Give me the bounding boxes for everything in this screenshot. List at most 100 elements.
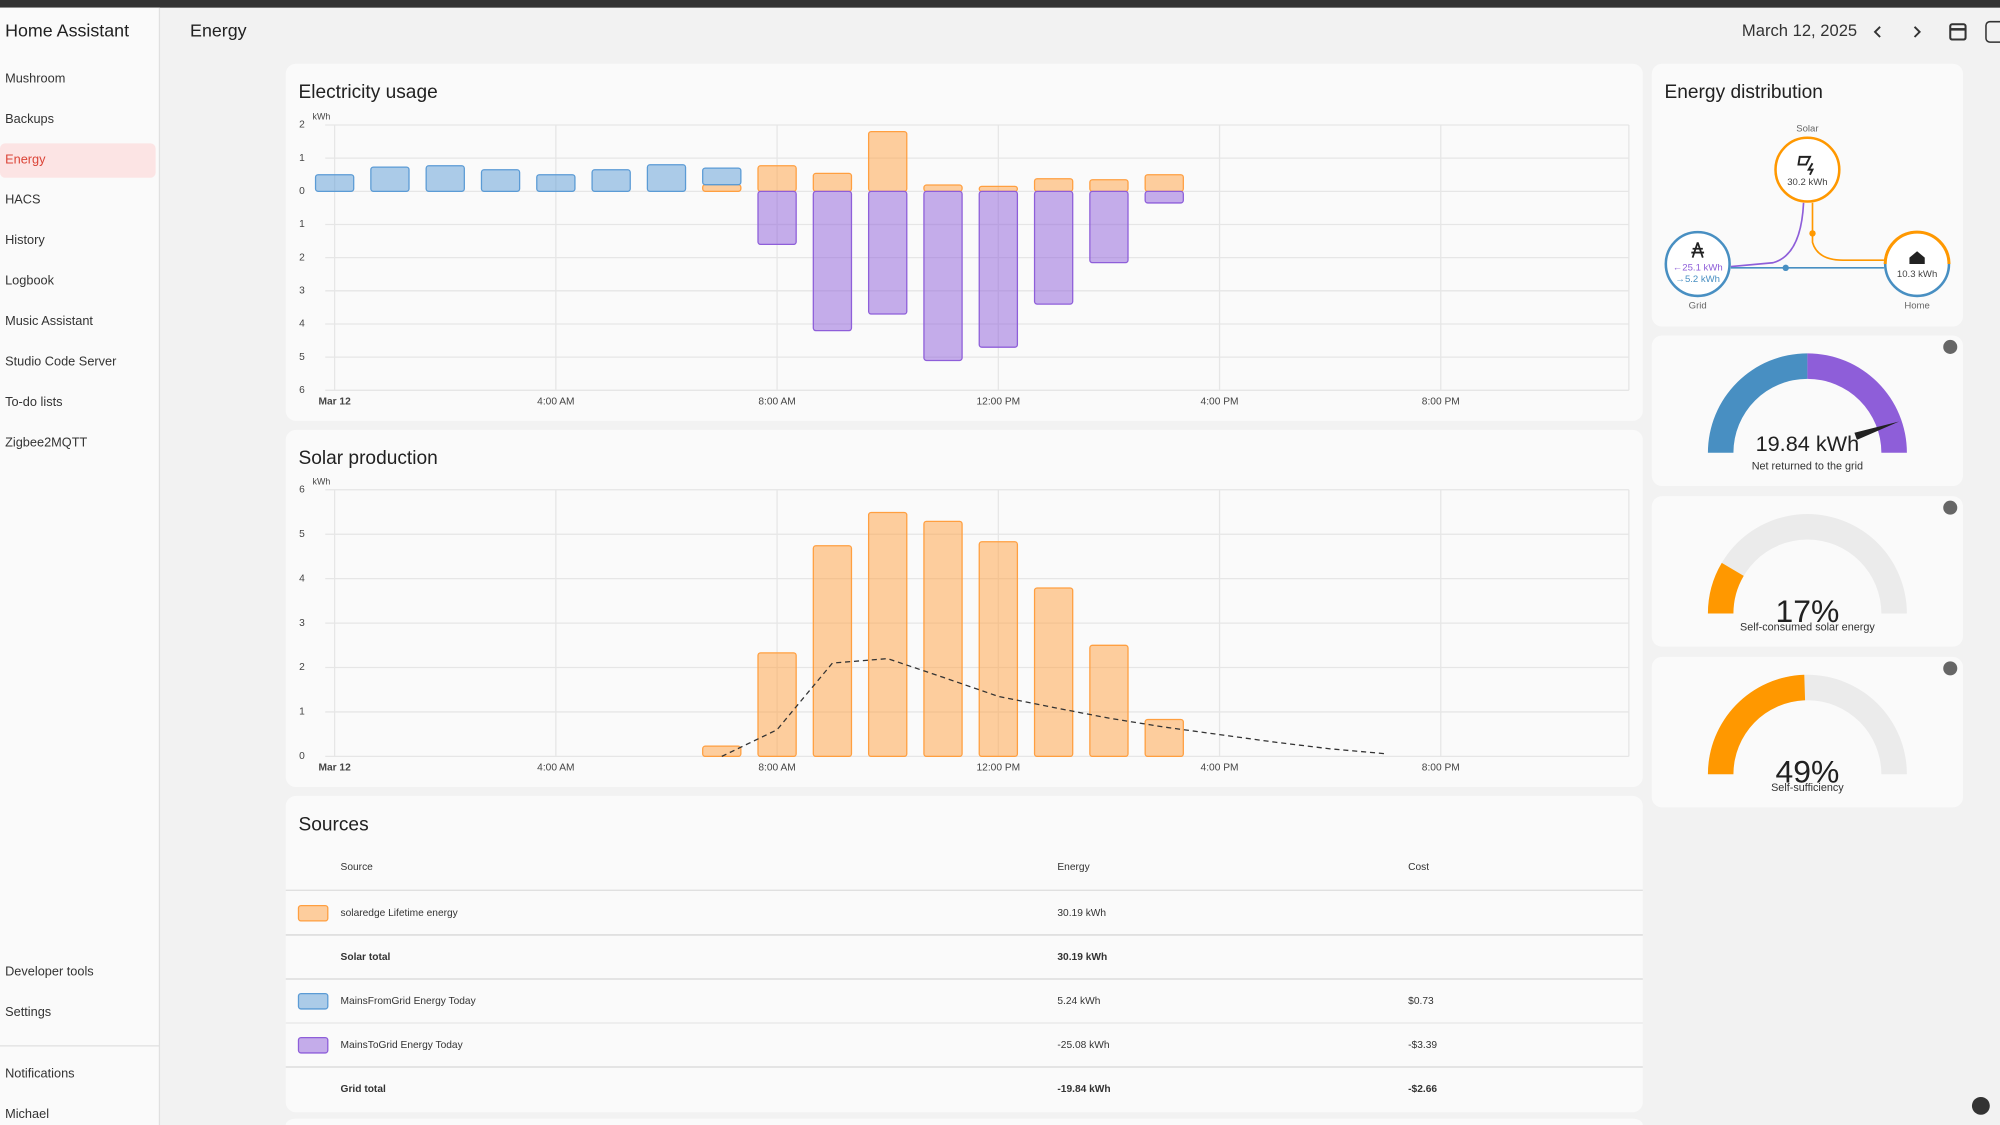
y-tick-label: 1 [299, 153, 305, 164]
nav-item[interactable]: Zigbee2MQTT [5, 434, 87, 449]
y-tick-label: 0 [299, 186, 305, 197]
gauge-value [1707, 674, 1806, 775]
table-cell: -19.84 kWh [1057, 1084, 1110, 1095]
nav-item[interactable]: Logbook [5, 273, 55, 288]
unit-label: kWh [313, 112, 331, 122]
nav-item[interactable]: Notifications [5, 1065, 74, 1080]
x-tick-label: 12:00 PM [977, 763, 1021, 774]
node-value: 30.2 kWh [1787, 177, 1827, 188]
node-label: Solar [1796, 123, 1819, 134]
bar [370, 166, 410, 192]
gauge-arc [1707, 353, 1808, 453]
gauge-value-label: 19.84 kWh [1756, 431, 1860, 456]
nav-item[interactable]: Mushroom [5, 70, 65, 85]
node-value: ←25.1 kWh [1673, 262, 1723, 273]
y-tick-label: 1 [299, 219, 305, 230]
x-tick-label: 4:00 PM [1201, 763, 1239, 774]
card-title: Solar production [298, 448, 437, 469]
bar [1144, 718, 1184, 758]
table-cell: $0.73 [1408, 996, 1434, 1007]
top-bar [0, 0, 2000, 8]
nav-item[interactable]: Music Assistant [5, 313, 93, 328]
nav-item[interactable]: Energy [5, 151, 46, 166]
bar [314, 174, 355, 192]
bar [867, 130, 908, 192]
bar [480, 169, 521, 192]
gauge-caption: Self-consumed solar energy [1740, 621, 1875, 633]
nav-item[interactable]: Michael [5, 1106, 49, 1121]
date[interactable]: March 12, 2025 [1742, 21, 1857, 40]
card [285, 63, 1643, 421]
bar [702, 167, 742, 186]
y-tick-label: 5 [299, 529, 305, 540]
bar [425, 165, 465, 192]
column-header: Cost [1408, 862, 1429, 873]
card-title: Electricity usage [298, 82, 437, 103]
info-icon [1943, 339, 1958, 354]
prev-button[interactable] [1873, 26, 1881, 38]
nav-item[interactable]: Studio Code Server [5, 353, 117, 368]
menu-button[interactable] [1985, 20, 2000, 43]
flow-solar-grid [1730, 202, 1805, 268]
flow-dot [1782, 264, 1789, 272]
home-icon [1909, 251, 1925, 265]
bar [1033, 587, 1074, 758]
swatch [297, 904, 329, 922]
node-label: Grid [1689, 301, 1707, 312]
gauge-value-label: 17% [1775, 593, 1839, 629]
info-icon [1943, 661, 1958, 676]
home-node-solar [1883, 230, 1951, 265]
card [285, 429, 1643, 787]
y-tick-label: 0 [299, 751, 305, 762]
column-header: Source [341, 862, 374, 873]
nav-item[interactable]: To-do lists [5, 394, 62, 409]
x-tick-label: Mar 12 [318, 763, 351, 774]
gauge-track [1707, 514, 1907, 614]
bar [646, 164, 687, 192]
flow-solar-home [1811, 202, 1884, 262]
bar [1089, 179, 1129, 192]
bar [978, 190, 1019, 348]
calendar-button[interactable] [1949, 23, 1967, 41]
node-value: →5.2 kWh [1675, 274, 1720, 285]
x-tick-label: 4:00 AM [537, 396, 574, 407]
bar [978, 185, 1019, 192]
nav-highlight [0, 143, 156, 178]
node-value: 10.3 kWh [1897, 269, 1937, 280]
y-tick-label: 4 [299, 573, 305, 584]
column-header: Energy [1057, 862, 1090, 873]
bar [923, 190, 963, 362]
table-cell: 30.19 kWh [1057, 952, 1107, 963]
nav-item[interactable]: Developer tools [5, 963, 94, 978]
bar [702, 745, 742, 758]
bar [757, 652, 797, 758]
swatch [297, 1036, 329, 1054]
y-tick-label: 5 [299, 352, 305, 363]
next-button[interactable] [1913, 26, 1921, 38]
gauge-value [1707, 562, 1744, 614]
table-cell: MainsToGrid Energy Today [341, 1040, 464, 1051]
x-tick-label: 4:00 AM [537, 763, 574, 774]
nav-item[interactable]: Settings [5, 1004, 51, 1019]
bar [867, 511, 908, 758]
x-tick-label: 8:00 AM [758, 763, 795, 774]
bar [536, 174, 576, 192]
solar-node [1774, 136, 1841, 203]
bar [702, 184, 742, 192]
x-tick-label: 4:00 PM [1201, 396, 1239, 407]
y-tick-label: 6 [299, 484, 305, 495]
nav-item[interactable]: History [5, 232, 45, 247]
x-tick-label: Mar 12 [318, 396, 351, 407]
nav-item[interactable]: HACS [5, 192, 40, 207]
table-cell: -$2.66 [1408, 1084, 1437, 1095]
bar [1089, 190, 1129, 264]
table-cell: Solar total [341, 952, 391, 963]
node-label: Home [1904, 301, 1929, 312]
card-title: Energy distribution [1665, 82, 1823, 103]
bar [1144, 174, 1184, 192]
grid-node [1664, 230, 1731, 298]
assist-button[interactable] [1971, 1096, 1990, 1115]
nav-item[interactable]: Backups [5, 111, 54, 126]
card-title: Sources [298, 814, 368, 835]
solar-icon [1797, 155, 1815, 176]
